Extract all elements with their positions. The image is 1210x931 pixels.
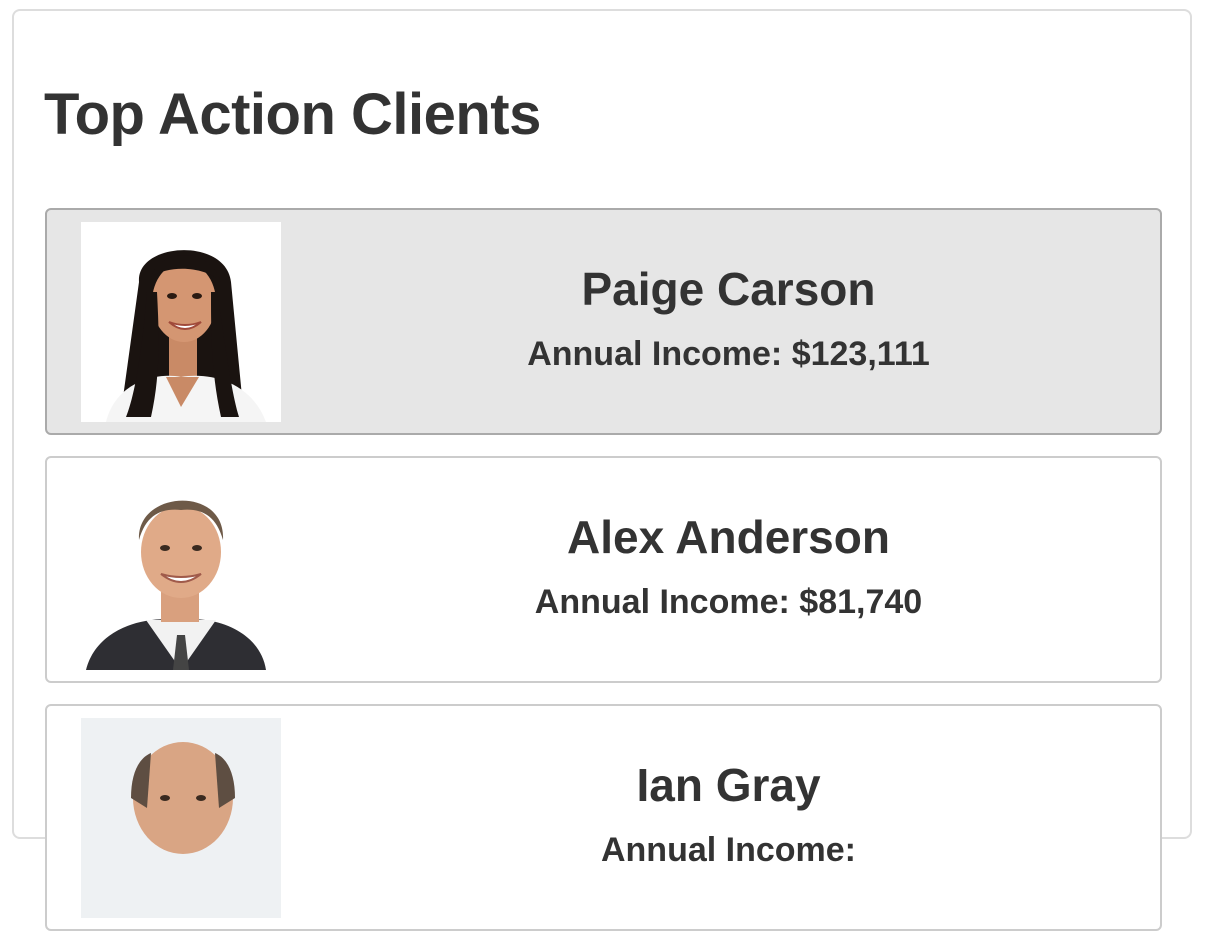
client-photo	[81, 222, 281, 422]
client-income: Annual Income: $81,740	[534, 583, 923, 621]
client-card-alex-anderson[interactable]: Alex Anderson Annual Income: $81,740	[45, 456, 1162, 683]
client-name: Paige Carson	[581, 263, 876, 315]
client-photo	[81, 718, 281, 918]
client-income: Annual Income: $123,111	[527, 335, 930, 373]
client-card-paige-carson[interactable]: Paige Carson Annual Income: $123,111	[45, 208, 1162, 435]
client-name: Alex Anderson	[567, 511, 890, 563]
top-clients-panel: Top Action Clients	[12, 9, 1192, 931]
client-name: Ian Gray	[636, 759, 821, 811]
panel-title: Top Action Clients	[44, 82, 541, 147]
client-photo	[81, 470, 281, 670]
client-income: Annual Income:	[600, 831, 857, 869]
